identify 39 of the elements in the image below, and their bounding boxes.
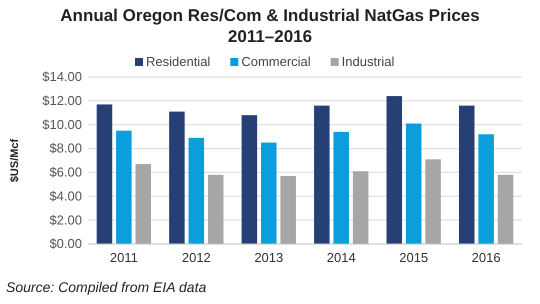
x-tick-label: 2015 [399, 250, 428, 266]
chart-title: Annual Oregon Res/Com & Industrial NatGas Prices [60, 6, 480, 25]
bar [261, 142, 277, 244]
bar [136, 164, 152, 244]
source-note: Source: Compiled from EIA data [6, 279, 206, 295]
y-axis-title: $US/Mcf [9, 138, 21, 182]
bar [458, 106, 474, 244]
legend-label: Residential [146, 54, 210, 69]
bar [116, 130, 132, 244]
bar [169, 112, 185, 244]
bar [208, 174, 224, 244]
x-tick-label: 2016 [472, 250, 501, 266]
y-tick-label: $14.00 [42, 69, 82, 84]
bar [498, 174, 514, 244]
bar [188, 138, 204, 244]
chart-subtitle: 2011–2016 [228, 27, 312, 46]
x-tick-label: 2012 [182, 250, 211, 266]
y-tick-label: $2.00 [49, 212, 82, 228]
bar [478, 134, 494, 244]
y-tick-label: $4.00 [49, 188, 82, 204]
y-tick-label: $6.00 [49, 164, 82, 180]
bar [406, 124, 422, 244]
bar [352, 171, 368, 244]
bar [314, 106, 330, 244]
x-tick-label: 2011 [110, 250, 138, 266]
bar [96, 104, 112, 244]
bar [280, 176, 296, 244]
legend-label: Commercial [241, 54, 311, 69]
bar [333, 132, 349, 244]
x-tick-label: 2014 [326, 250, 356, 266]
y-tick-label: $8.00 [49, 140, 82, 156]
y-tick-label: $12.00 [42, 93, 82, 108]
legend-label: Industrial [342, 54, 395, 69]
bar [386, 96, 402, 244]
y-tick-label: $0.00 [49, 236, 82, 252]
x-tick-label: 2013 [254, 250, 284, 266]
bar [425, 159, 441, 244]
y-tick-label: $10.00 [42, 116, 82, 132]
bar [242, 115, 258, 244]
